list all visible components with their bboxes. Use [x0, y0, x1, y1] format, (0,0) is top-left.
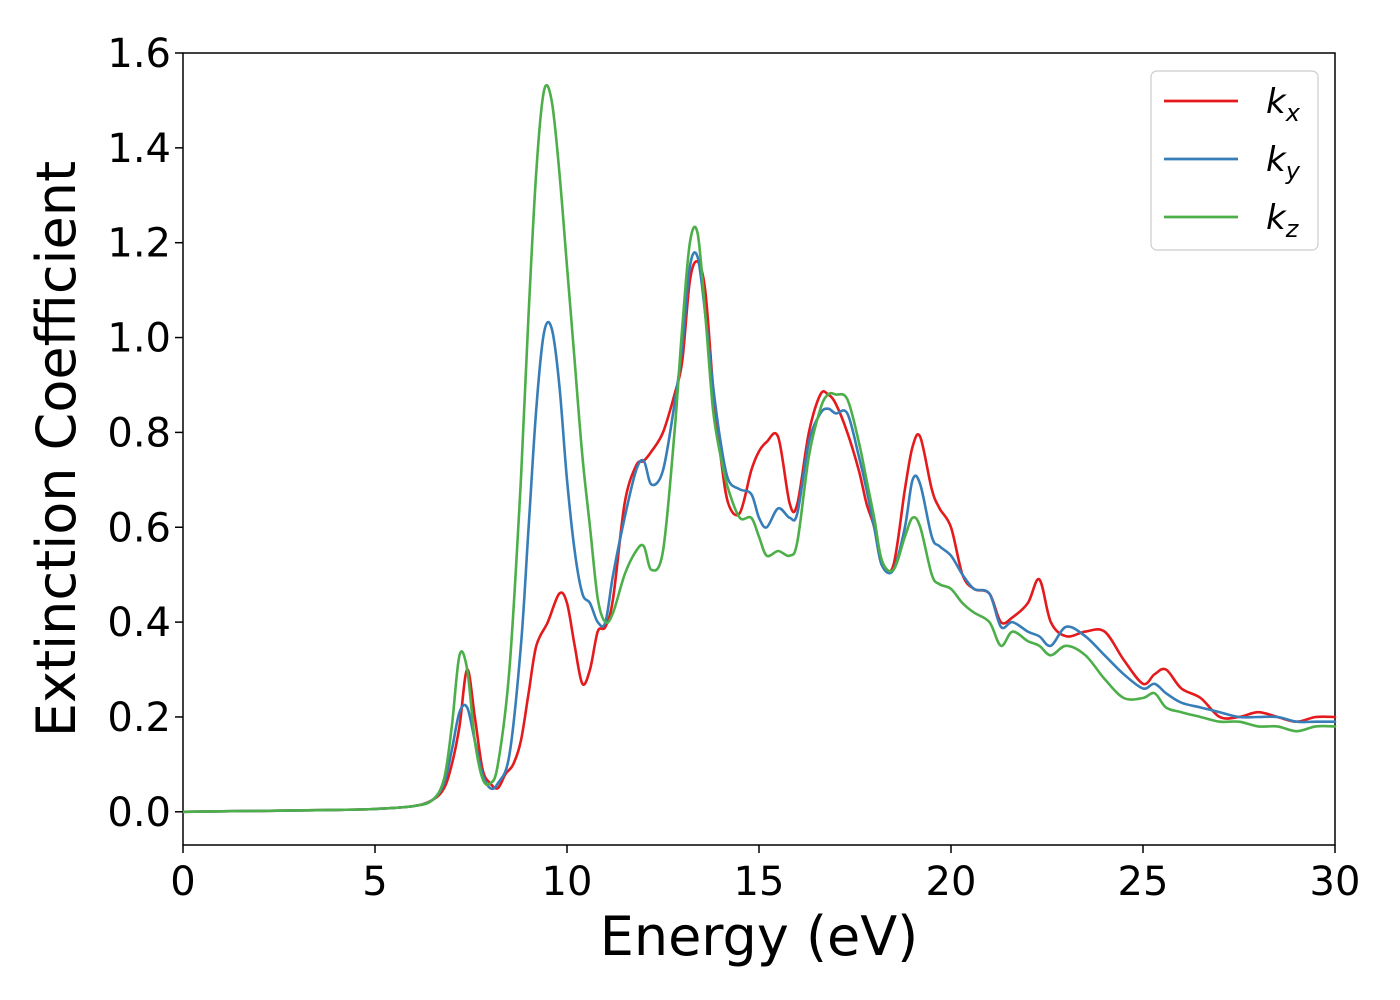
series-line-kx [181, 260, 1337, 814]
x-tick-label: 5 [362, 859, 387, 905]
x-tick-label: 0 [170, 859, 195, 905]
y-tick-label: 1.0 [107, 316, 171, 362]
series-line-ky [181, 251, 1337, 814]
x-tick-label: 25 [1118, 859, 1169, 905]
y-tick-label: 1.6 [107, 31, 171, 77]
x-tick-label: 10 [542, 859, 593, 905]
y-tick-label: 0.8 [107, 410, 171, 456]
x-tick-label: 20 [926, 859, 977, 905]
x-tick-label: 15 [734, 859, 785, 905]
y-tick-label: 0.4 [107, 600, 171, 646]
series-layer [181, 83, 1337, 814]
x-axis-ticks: 0 5 10 15 20 25 30 [170, 845, 1360, 905]
legend-label-kx: kx [1266, 82, 1301, 127]
y-tick-label: 0.6 [107, 505, 171, 551]
y-tick-label: 1.4 [107, 126, 171, 172]
legend-items: kx ky kz [1164, 82, 1301, 243]
y-axis-title: Extinction Coefficient [25, 161, 88, 737]
y-tick-label: 0.0 [107, 790, 171, 836]
y-tick-label: 0.2 [107, 695, 171, 741]
legend-label-ky: ky [1266, 140, 1301, 185]
x-axis-title: Energy (eV) [600, 905, 919, 968]
x-tick-label: 30 [1310, 859, 1361, 905]
legend-box [1150, 70, 1319, 251]
y-tick-label: 1.2 [107, 221, 171, 267]
series-line-kz [181, 83, 1337, 814]
legend-label-kz: kz [1266, 198, 1300, 243]
legend: kx ky kz [1150, 70, 1319, 251]
y-axis-ticks: 0.0 0.2 0.4 0.6 0.8 1.0 1.2 1.4 1.6 [107, 31, 183, 836]
